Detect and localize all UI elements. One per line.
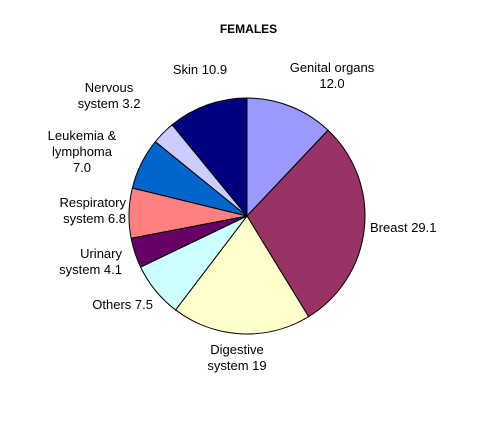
- value-label: 29.1: [411, 220, 437, 235]
- chart-title: FEMALES: [219, 22, 278, 36]
- value-label: 3.2: [122, 96, 141, 111]
- value-label: 6.8: [107, 211, 126, 226]
- category-label: Urinary system: [59, 246, 122, 277]
- value-label: 4.1: [103, 262, 122, 277]
- slice-label: Breast 29.1: [370, 220, 480, 236]
- slice-label: Urinary system 4.1: [50, 246, 122, 278]
- pie-slice: [171, 97, 248, 218]
- category-label: Breast: [370, 220, 408, 235]
- slice-label: Nervous system 3.2: [66, 80, 152, 112]
- slice-label: Others 7.5: [60, 297, 153, 313]
- value-label: 12.0: [319, 76, 345, 91]
- slice-label: Digestive system 19: [195, 342, 279, 374]
- slice-label: Skin 10.9: [160, 62, 240, 78]
- category-label: Nervous system: [77, 80, 134, 111]
- pie-slice: [246, 97, 329, 218]
- value-label: 7.5: [134, 297, 153, 312]
- value-label: 19: [252, 358, 267, 373]
- slice-label: Respiratory system 6.8: [30, 195, 126, 227]
- category-label: Respiratory system: [59, 195, 126, 226]
- category-label: Others: [92, 297, 132, 312]
- value-label: 7.0: [72, 160, 92, 175]
- category-label: Genital organs: [289, 60, 375, 75]
- slice-label: Leukemia & lymphoma 7.0: [44, 128, 120, 176]
- pie-slice: [174, 215, 310, 335]
- pie-slice: [246, 129, 366, 318]
- category-label: Digestive system: [207, 342, 264, 373]
- category-label: Leukemia & lymphoma: [47, 128, 117, 159]
- slice-label: Genital organs 12.0: [286, 60, 378, 92]
- category-label: Skin: [172, 62, 199, 77]
- value-label: 10.9: [201, 62, 228, 77]
